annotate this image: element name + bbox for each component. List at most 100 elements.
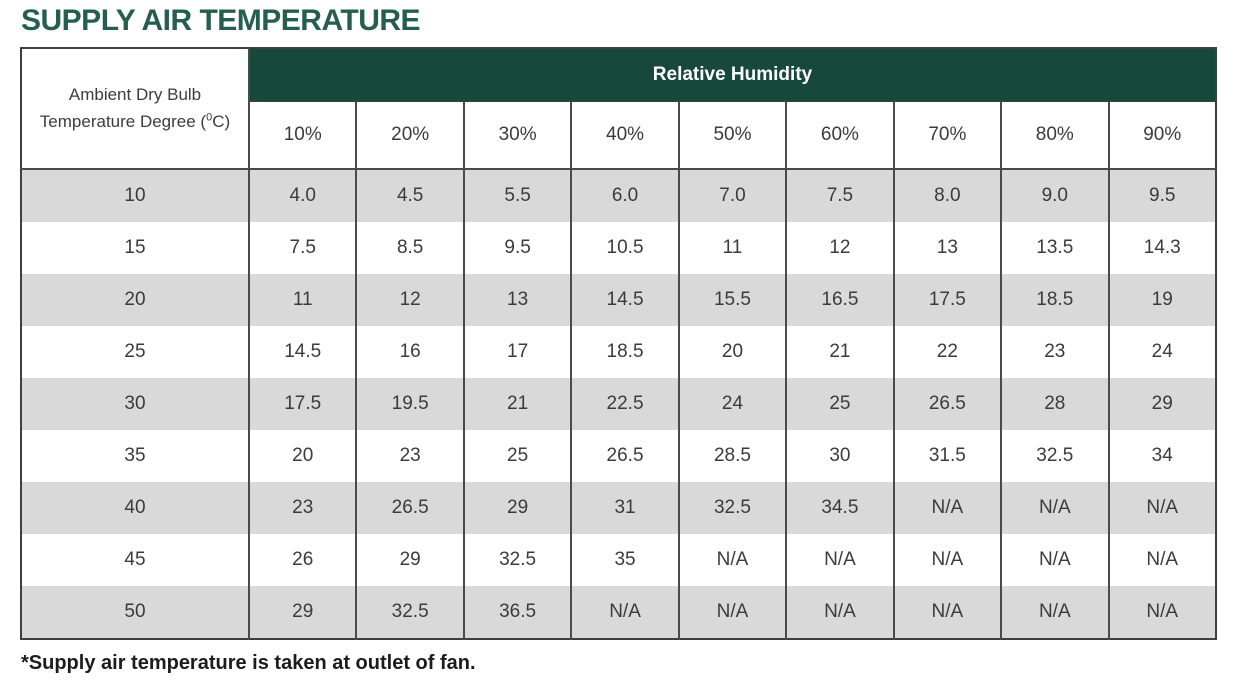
col-header-50: 50% [677, 101, 787, 170]
col-header-80: 80% [1000, 101, 1109, 170]
value-cell: 9.5 [1107, 169, 1216, 222]
table-row: 35 20 23 25 26.5 28.5 30 31.5 32.5 34 [21, 430, 1216, 482]
row-label: 20 [21, 274, 250, 326]
value-cell: N/A [570, 586, 679, 639]
value-cell: 28 [1000, 378, 1109, 430]
value-cell: 21 [785, 326, 894, 378]
row-label: 15 [21, 222, 250, 274]
table-row: 10 4.0 4.5 5.5 6.0 7.0 7.5 8.0 9.0 9.5 [21, 169, 1216, 222]
value-cell: 10.5 [570, 222, 679, 274]
row-label: 50 [21, 586, 250, 639]
value-cell: 25 [462, 430, 572, 482]
table-row: 15 7.5 8.5 9.5 10.5 11 12 13 13.5 14.3 [21, 222, 1216, 274]
table-row: 50 29 32.5 36.5 N/A N/A N/A N/A N/A N/A [21, 586, 1216, 639]
value-cell: 13 [892, 222, 1002, 274]
value-cell: 24 [1107, 326, 1216, 378]
row-label: 10 [21, 169, 250, 222]
supply-air-temperature-table: Ambient Dry Bulb Temperature Degree (0C)… [20, 47, 1217, 640]
value-cell: N/A [1000, 482, 1109, 534]
page-title: SUPPLY AIR TEMPERATURE [21, 4, 421, 37]
value-cell: 29 [462, 482, 572, 534]
row-header-cell: Ambient Dry Bulb Temperature Degree (0C) [21, 48, 250, 170]
value-cell: N/A [1107, 586, 1216, 639]
value-cell: N/A [677, 586, 787, 639]
col-header-20: 20% [355, 101, 464, 170]
row-label: 40 [21, 482, 250, 534]
value-cell: 32.5 [1000, 430, 1109, 482]
value-cell: 26.5 [355, 482, 464, 534]
value-cell: 16.5 [785, 274, 894, 326]
value-cell: 11 [677, 222, 787, 274]
value-cell: 18.5 [1000, 274, 1109, 326]
value-cell: 34.5 [785, 482, 894, 534]
value-cell: 13.5 [1000, 222, 1109, 274]
table-row: 20 11 12 13 14.5 15.5 16.5 17.5 18.5 19 [21, 274, 1216, 326]
value-cell: 7.5 [247, 222, 357, 274]
value-cell: 32.5 [355, 586, 464, 639]
value-cell: 35 [570, 534, 679, 586]
value-cell: 12 [785, 222, 894, 274]
value-cell: 21 [462, 378, 572, 430]
group-header-row: Ambient Dry Bulb Temperature Degree (0C)… [21, 48, 1216, 170]
value-cell: 28.5 [677, 430, 787, 482]
value-cell: 26.5 [892, 378, 1002, 430]
table-body: 10 4.0 4.5 5.5 6.0 7.0 7.5 8.0 9.0 9.5 15 7.5 8.5 9.5… [21, 169, 1216, 639]
value-cell: 25 [785, 378, 894, 430]
col-header-40: 40% [570, 101, 679, 170]
value-cell: N/A [785, 586, 894, 639]
value-cell: N/A [677, 534, 787, 586]
value-cell: N/A [1107, 482, 1216, 534]
value-cell: 16 [355, 326, 464, 378]
value-cell: N/A [1000, 586, 1109, 639]
value-cell: 13 [462, 274, 572, 326]
value-cell: 8.0 [892, 169, 1002, 222]
value-cell: 26 [247, 534, 357, 586]
col-header-10: 10% [249, 101, 357, 170]
footnote: *Supply air temperature is taken at outl… [21, 652, 476, 674]
degree-superscript: 0 [206, 110, 213, 123]
value-cell: 24 [677, 378, 787, 430]
value-cell: 34 [1107, 430, 1216, 482]
relative-humidity-header: Relative Humidity [249, 48, 1216, 102]
value-cell: 23 [355, 430, 464, 482]
value-cell: 7.0 [677, 169, 787, 222]
table-row: 30 17.5 19.5 21 22.5 24 25 26.5 28 29 [21, 378, 1216, 430]
value-cell: N/A [892, 482, 1002, 534]
value-cell: 22 [892, 326, 1002, 378]
col-header-60: 60% [785, 101, 894, 170]
value-cell: 11 [247, 274, 357, 326]
value-cell: 23 [1000, 326, 1109, 378]
value-cell: N/A [892, 534, 1002, 586]
value-cell: 29 [1107, 378, 1216, 430]
value-cell: 6.0 [570, 169, 679, 222]
value-cell: 14.3 [1107, 222, 1216, 274]
value-cell: 9.0 [1000, 169, 1109, 222]
table-header: Ambient Dry Bulb Temperature Degree (0C)… [21, 48, 1216, 170]
value-cell: 19 [1107, 274, 1216, 326]
value-cell: 14.5 [247, 326, 357, 378]
row-header-line2-end: C) [212, 111, 231, 131]
value-cell: 30 [785, 430, 894, 482]
value-cell: 14.5 [570, 274, 679, 326]
value-cell: 20 [247, 430, 357, 482]
row-header-line2: Temperature Degree ( [39, 111, 207, 131]
value-cell: 26.5 [570, 430, 679, 482]
value-cell: 18.5 [570, 326, 679, 378]
table-row: 25 14.5 16 17 18.5 20 21 22 23 24 [21, 326, 1216, 378]
value-cell: 8.5 [355, 222, 464, 274]
percent-header-row: 10% 20% 30% 40% 50% 60% 70% 80% 90% [21, 101, 1216, 170]
value-cell: N/A [1107, 534, 1216, 586]
value-cell: 7.5 [785, 169, 894, 222]
row-label: 45 [21, 534, 250, 586]
value-cell: 12 [355, 274, 464, 326]
value-cell: 29 [247, 586, 357, 639]
value-cell: 31.5 [892, 430, 1002, 482]
value-cell: 15.5 [677, 274, 787, 326]
value-cell: 5.5 [462, 169, 572, 222]
table-row: 40 23 26.5 29 31 32.5 34.5 N/A N/A N/A [21, 482, 1216, 534]
value-cell: 32.5 [677, 482, 787, 534]
value-cell: 19.5 [355, 378, 464, 430]
value-cell: 29 [355, 534, 464, 586]
value-cell: 22.5 [570, 378, 679, 430]
